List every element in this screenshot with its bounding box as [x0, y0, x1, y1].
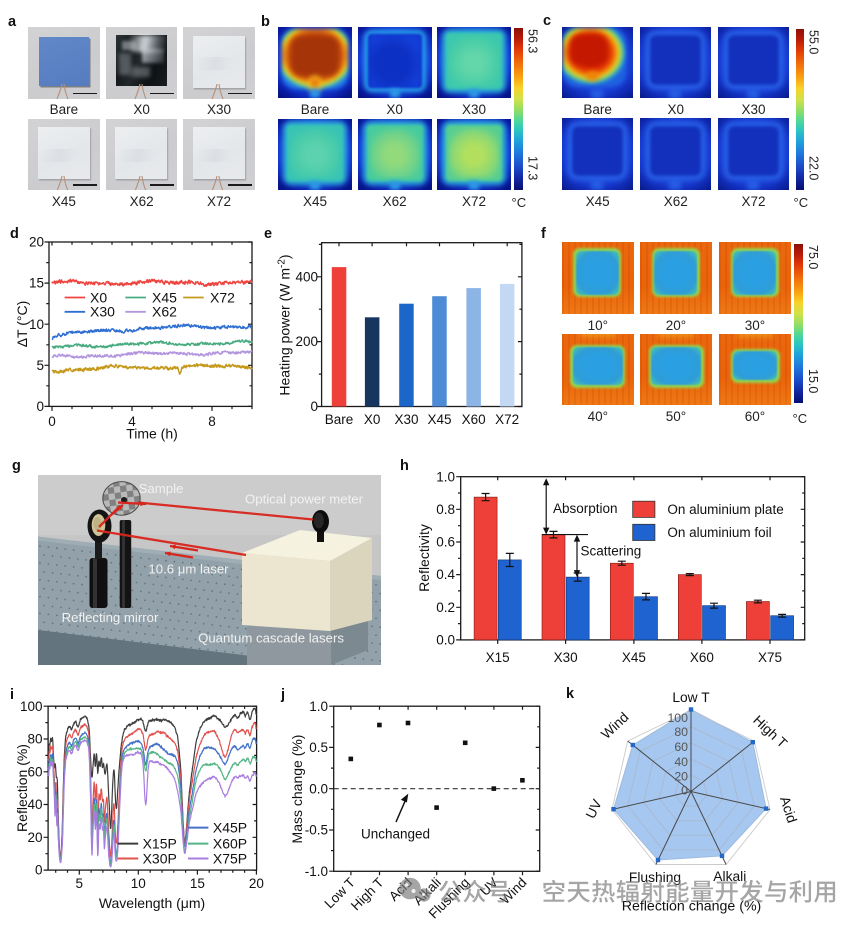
svg-text:0: 0 — [35, 863, 43, 878]
svg-text:Optical power meter: Optical power meter — [245, 492, 364, 507]
svg-text:400: 400 — [295, 269, 318, 284]
svg-text:Bare: Bare — [325, 412, 354, 427]
svg-text:Reflection change (%): Reflection change (%) — [622, 899, 762, 915]
svg-text:Low T: Low T — [672, 690, 710, 705]
svg-text:0.2: 0.2 — [436, 600, 455, 615]
svg-text:X45: X45 — [622, 650, 646, 665]
svg-text:X72: X72 — [495, 412, 519, 427]
svg-text:80: 80 — [674, 725, 688, 739]
svg-text:X72: X72 — [210, 289, 235, 305]
svg-text:0: 0 — [48, 414, 56, 429]
svg-text:X30: X30 — [90, 304, 115, 320]
svg-text:0.4: 0.4 — [436, 567, 455, 582]
svg-text:X30: X30 — [394, 412, 418, 427]
svg-text:Mass change (%): Mass change (%) — [289, 735, 305, 844]
svg-text:X30P: X30P — [143, 850, 177, 866]
svg-text:5: 5 — [36, 358, 44, 373]
svg-text:40: 40 — [27, 797, 42, 812]
svg-text:On aluminium foil: On aluminium foil — [667, 525, 771, 540]
svg-text:40: 40 — [674, 755, 688, 769]
svg-text:100: 100 — [20, 699, 43, 714]
svg-text:Alkali: Alkali — [713, 869, 746, 884]
svg-text:-0.5: -0.5 — [305, 823, 328, 838]
svg-text:0.0: 0.0 — [436, 633, 455, 648]
svg-text:X0: X0 — [364, 412, 381, 427]
svg-text:Scattering: Scattering — [581, 544, 642, 559]
svg-text:0.5: 0.5 — [309, 740, 328, 755]
svg-text:0.8: 0.8 — [436, 502, 455, 517]
svg-text:1.0: 1.0 — [309, 699, 328, 714]
svg-text:X30: X30 — [554, 650, 578, 665]
svg-text:10.6 μm laser: 10.6 μm laser — [148, 562, 229, 577]
svg-text:On aluminium plate: On aluminium plate — [667, 502, 783, 517]
svg-text:20: 20 — [249, 876, 264, 891]
svg-text:20: 20 — [29, 235, 44, 250]
svg-text:0: 0 — [36, 399, 44, 414]
svg-text:10: 10 — [131, 876, 146, 891]
svg-text:Wavelength (μm): Wavelength (μm) — [99, 895, 205, 911]
svg-text:Wind: Wind — [598, 710, 631, 742]
svg-text:0.0: 0.0 — [309, 781, 328, 796]
svg-text:X75: X75 — [758, 650, 782, 665]
svg-text:X60P: X60P — [213, 835, 247, 851]
svg-text:-1.0: -1.0 — [305, 864, 328, 879]
svg-text:15: 15 — [190, 876, 205, 891]
svg-text:X45: X45 — [427, 412, 451, 427]
svg-text:High T: High T — [750, 712, 790, 751]
svg-text:Reflection (%): Reflection (%) — [14, 744, 30, 832]
svg-text:Acid: Acid — [386, 875, 415, 904]
svg-text:4: 4 — [128, 414, 136, 429]
svg-text:Flushing: Flushing — [629, 870, 681, 885]
svg-text:X45P: X45P — [213, 819, 247, 835]
svg-text:UV: UV — [583, 796, 605, 821]
svg-text:20: 20 — [674, 770, 688, 784]
svg-text:Time (h): Time (h) — [126, 426, 178, 442]
svg-text:10: 10 — [29, 317, 44, 332]
svg-text:20: 20 — [27, 830, 42, 845]
svg-text:0.6: 0.6 — [436, 535, 455, 550]
svg-text:5: 5 — [76, 876, 84, 891]
svg-text:15: 15 — [29, 276, 44, 291]
svg-text:Heating power (W m-2): Heating power (W m-2) — [277, 254, 293, 395]
svg-text:X60: X60 — [462, 412, 486, 427]
svg-text:80: 80 — [27, 732, 42, 747]
svg-text:X0: X0 — [90, 289, 107, 305]
svg-text:X45: X45 — [152, 289, 177, 305]
svg-text:X75P: X75P — [213, 850, 247, 866]
svg-text:X62: X62 — [152, 304, 177, 320]
svg-text:0: 0 — [681, 784, 688, 798]
svg-text:X15: X15 — [486, 650, 510, 665]
svg-text:200: 200 — [295, 334, 318, 349]
svg-text:0: 0 — [310, 399, 318, 414]
svg-text:Reflectivity: Reflectivity — [416, 524, 432, 592]
svg-text:High T: High T — [348, 875, 387, 914]
svg-text:100: 100 — [667, 711, 688, 725]
svg-text:Absorption: Absorption — [553, 501, 618, 516]
svg-text:Quantum cascade lasers: Quantum cascade lasers — [198, 631, 344, 646]
svg-text:8: 8 — [208, 414, 216, 429]
svg-text:Reflecting mirror: Reflecting mirror — [62, 610, 159, 625]
svg-text:X15P: X15P — [143, 835, 177, 851]
svg-text:60: 60 — [674, 740, 688, 754]
svg-text:ΔT (°C): ΔT (°C) — [14, 301, 30, 348]
svg-text:X60: X60 — [690, 650, 714, 665]
svg-text:Wind: Wind — [497, 875, 529, 907]
svg-text:60: 60 — [27, 764, 42, 779]
svg-text:Unchanged: Unchanged — [361, 827, 430, 842]
svg-text:1.0: 1.0 — [436, 469, 455, 484]
svg-text:Sample: Sample — [139, 481, 184, 496]
svg-text:Acid: Acid — [777, 795, 800, 825]
